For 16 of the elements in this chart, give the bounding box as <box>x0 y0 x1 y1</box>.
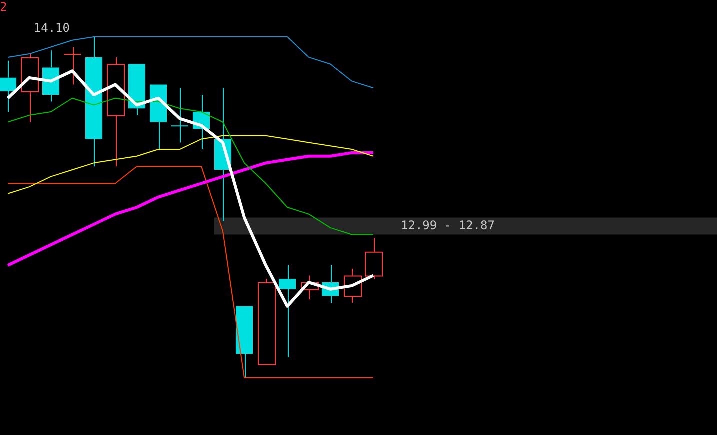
candlestick <box>279 264 296 358</box>
candlestick <box>344 268 362 304</box>
text: 14.10 <box>34 21 70 36</box>
candlestick <box>107 56 125 168</box>
candlestick <box>236 306 253 378</box>
candlestick <box>128 64 146 116</box>
text: 2 <box>0 0 8 14</box>
candlestick <box>21 54 39 123</box>
candlestick <box>64 46 82 86</box>
candlestick <box>258 278 276 366</box>
band-label: 12.99 - 12.87 <box>401 218 495 232</box>
candlestick <box>365 238 383 280</box>
candlestick <box>86 36 102 168</box>
candlestick <box>301 275 319 300</box>
candlestick <box>171 88 189 144</box>
candlestick <box>0 60 16 113</box>
